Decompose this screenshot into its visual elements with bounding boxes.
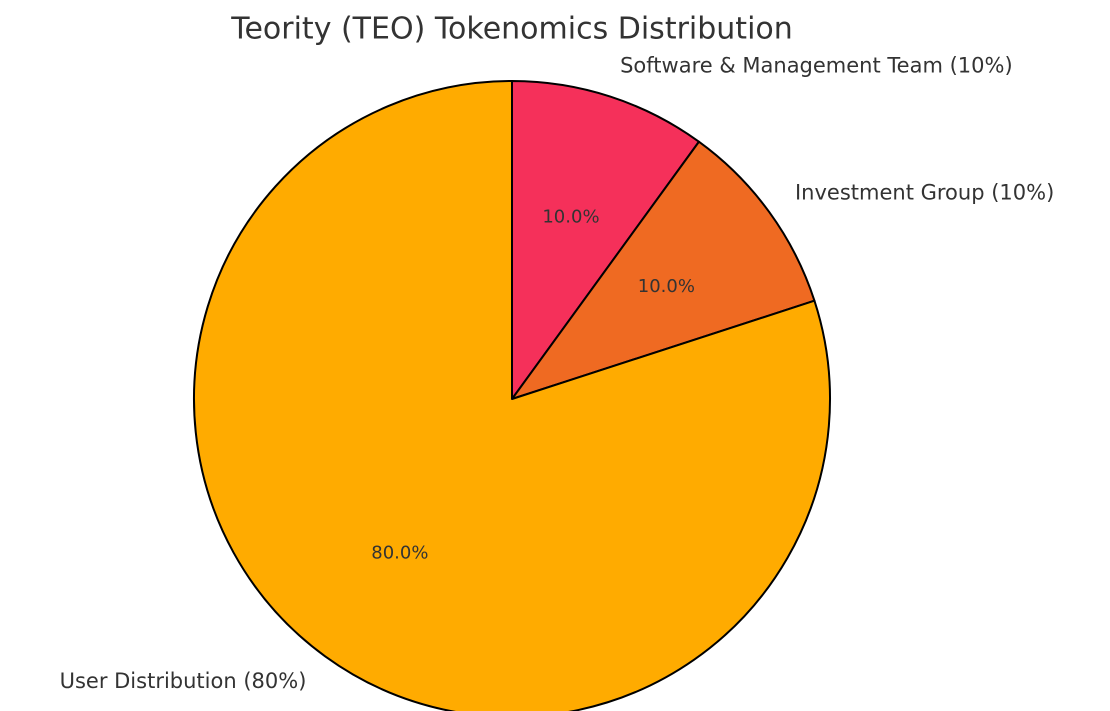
value-label: 80.0% (371, 542, 428, 563)
pie-slice (511, 140, 816, 400)
pie-slice (193, 80, 831, 711)
slice-label: Investment Group (10%) (795, 180, 1054, 204)
slice-label: Software & Management Team (10%) (620, 53, 1013, 77)
value-label: 10.0% (542, 207, 599, 228)
slice-label: User Distribution (80%) (60, 669, 307, 693)
pie-slice (511, 80, 700, 400)
chart-title: Teority (TEO) Tokenomics Distribution (230, 12, 793, 47)
value-label: 10.0% (638, 276, 695, 297)
